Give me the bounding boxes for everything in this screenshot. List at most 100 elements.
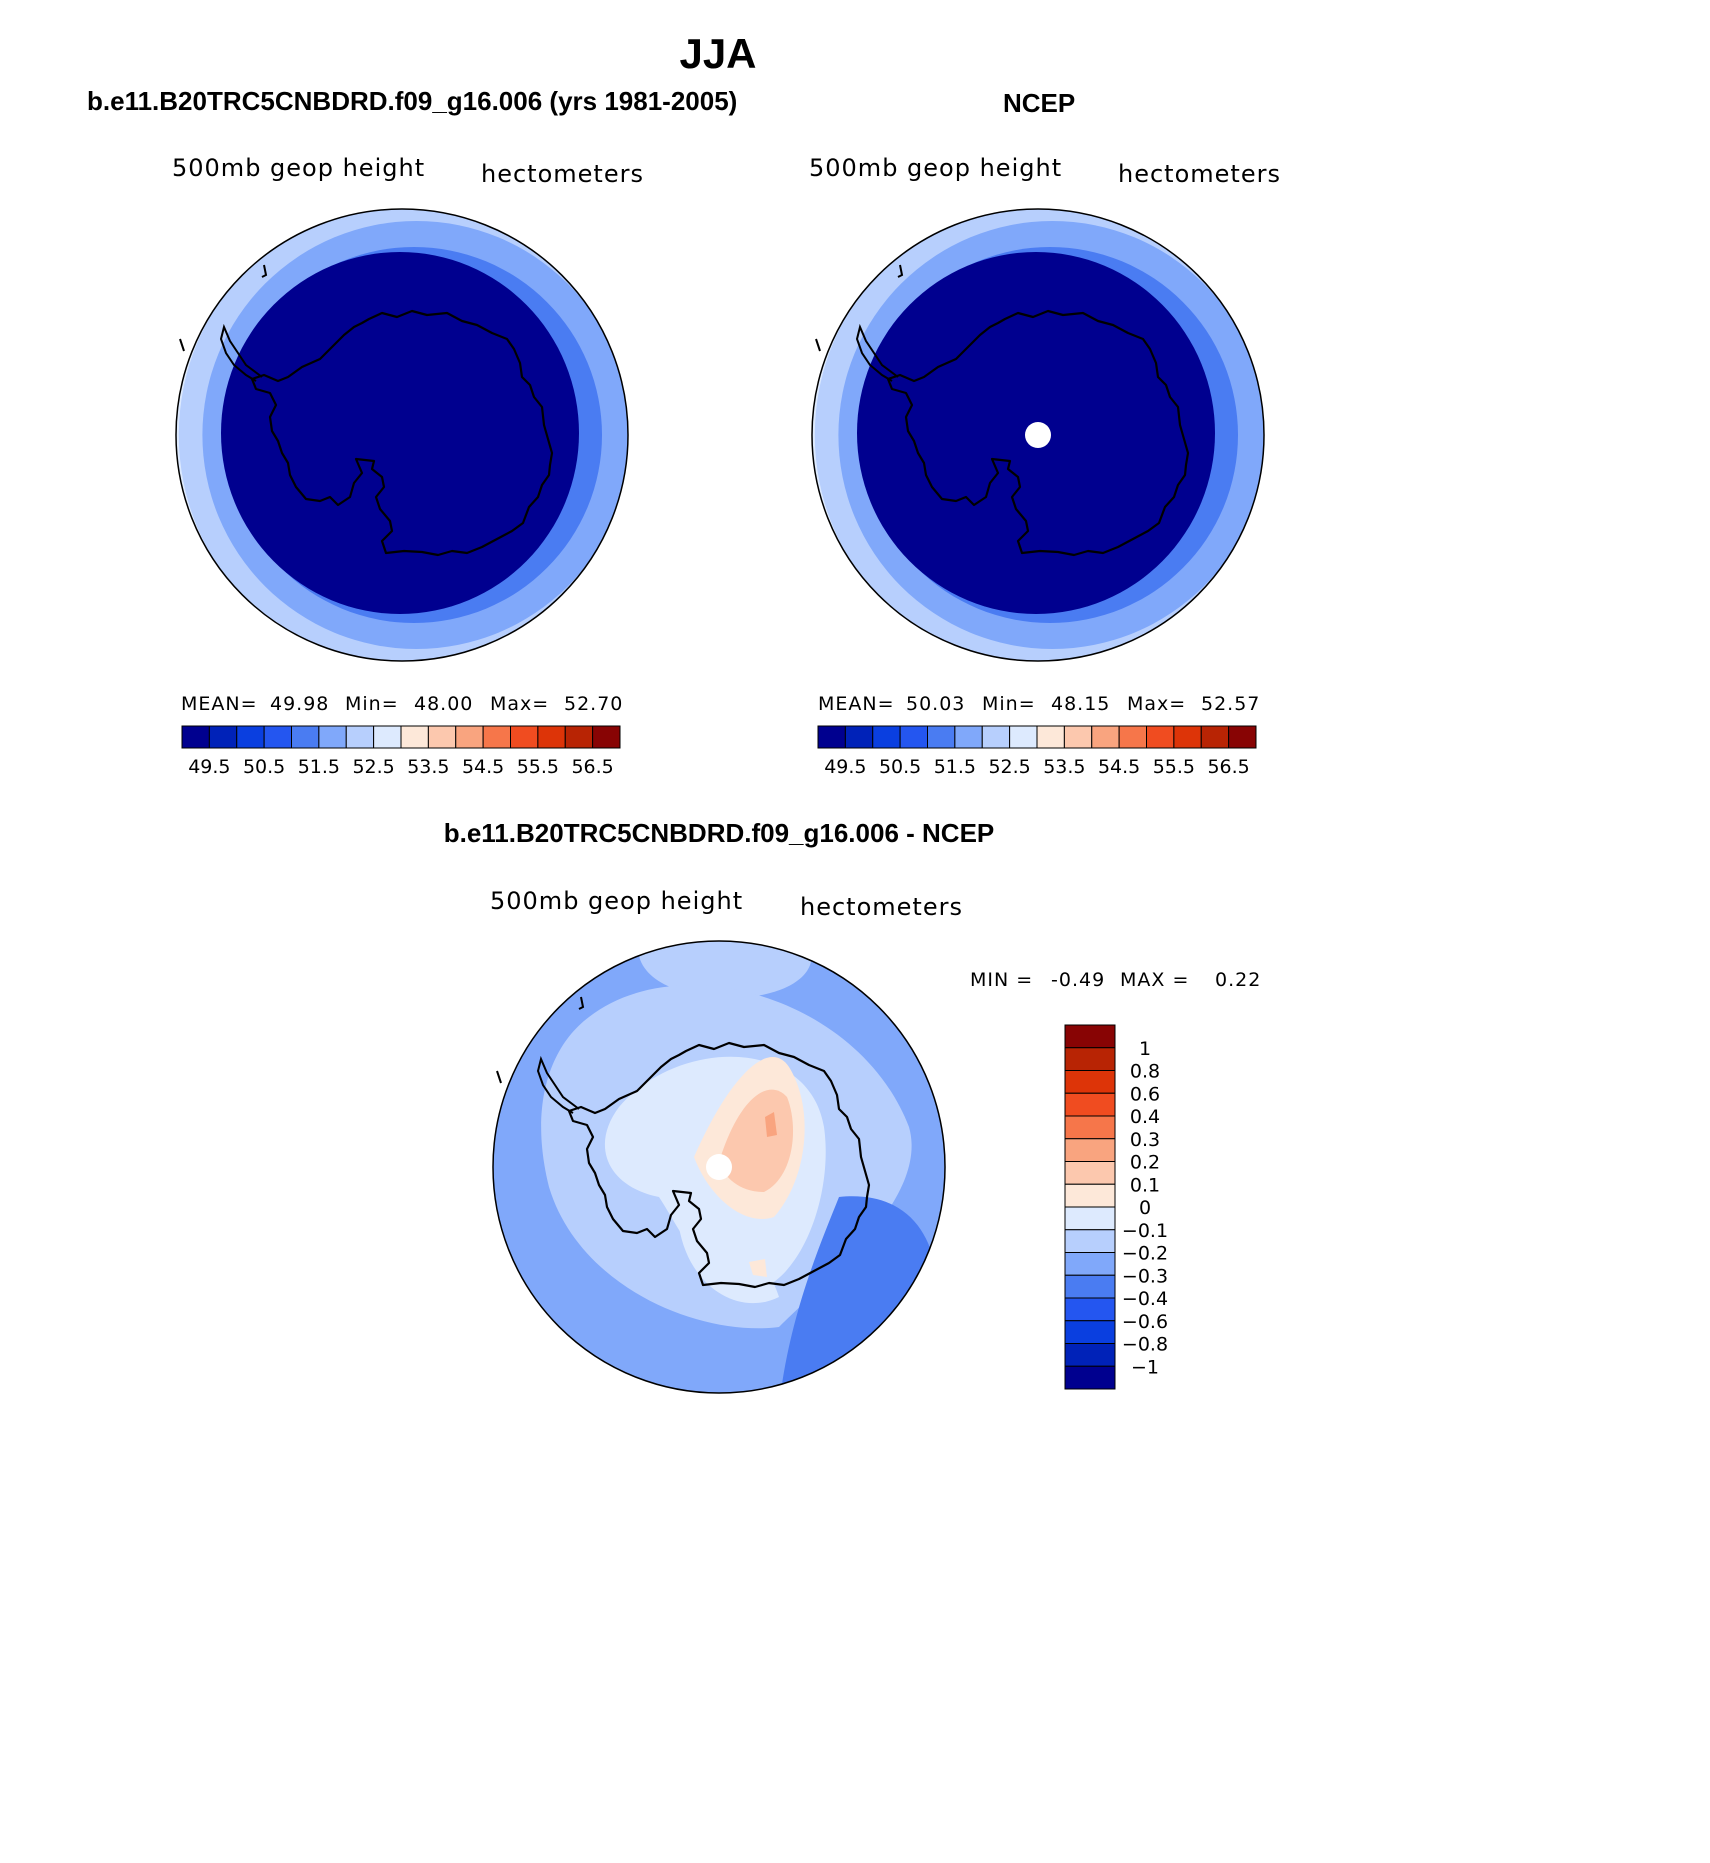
south-america-tip-3 [578,996,585,1010]
panel-1-labelbar-box-13 [537,725,566,749]
panel-1-labelbar-box-2 [236,725,265,749]
south-america-tip-1 [261,264,268,278]
peninsula-coastline-3 [536,1055,580,1114]
panel-1-labelbar-tick-5: 54.5 [462,756,504,778]
panel-2-labelbar-tick-2: 51.5 [934,756,976,778]
panel-1-map-border [175,208,629,662]
panel-1-labelbar-box-6 [345,725,375,749]
panel-3-labelbar-tick-5: 0.2 [1130,1152,1160,1174]
panel-1-labelbar-tick-6: 55.5 [517,756,559,778]
panel-2-pole-missing [1025,422,1051,448]
panel-3-labelbar-box-7 [1064,1183,1116,1208]
panel-2-labelbar-box-5 [954,725,983,749]
panel-1-variable-label: 500mb geop height [172,154,426,182]
panel-1-mean-label: MEAN= [181,693,258,715]
panel-2-map-border [811,208,1265,662]
panel-1-max-value: 52.70 [564,693,624,715]
antarctica-coastline-1 [250,309,554,557]
page-title: JJA [679,30,757,77]
panel-2-labelbar-box-11 [1118,725,1147,749]
panel-1-labelbar-box-10 [455,725,484,749]
panel-2-map [811,208,1265,662]
panel-3-labelbar-tick-1: 0.8 [1130,1061,1160,1083]
panel-2-labelbar-box-1 [844,725,874,749]
panel-1-labelbar-box-14 [564,725,594,749]
panel-2-mean-label: MEAN= [818,693,895,715]
panel-3-labelbar-box-11 [1064,1274,1116,1299]
panel-2-labelbar-tick-6: 55.5 [1153,756,1195,778]
panel-1-units-label: hectometers [481,160,644,188]
panel-2-labelbar-box-4 [927,725,956,749]
antarctica-coastline-3 [567,1041,871,1289]
peninsula-coastline-2 [855,323,899,382]
panel-3-map-border [492,940,946,1394]
panel-1-header: b.e11.B20TRC5CNBDRD.f09_g16.006 (yrs 198… [87,86,738,116]
diff-region-ross-sea [679,1224,779,1304]
panel-3-labelbar-tick-14: −1 [1131,1356,1159,1378]
panel-2-labelbar-tick-3: 52.5 [988,756,1030,778]
panel-3-labelbar-tick-6: 0.1 [1130,1174,1160,1196]
panel-3-labelbar-box-15 [1064,1365,1116,1390]
panel-3-labelbar-tick-8: −0.1 [1122,1220,1168,1242]
panel-2-labelbar-box-13 [1173,725,1202,749]
panel-2-labelbar-box-15 [1228,725,1257,749]
panel-2-labelbar-tick-5: 54.5 [1098,756,1140,778]
panel-2-labelbar-box-7 [1009,725,1038,749]
panel-1-labelbar-box-3 [263,725,292,749]
panel-1-labelbar-tick-3: 52.5 [352,756,394,778]
panel-3-labelbar-box-0 [1064,1024,1116,1049]
panel-1-labelbar-tick-0: 49.5 [188,756,230,778]
panel-1-labelbar-tick-1: 50.5 [243,756,285,778]
panel-1-labelbar-box-9 [427,725,457,749]
panel-3-max-label: MAX = [1120,969,1190,991]
panel-3-labelbar-tick-4: 0.3 [1130,1129,1160,1151]
panel-2-labelbar: 49.5 50.5 51.5 52.5 53.5 54.5 55.5 56.5 [817,725,1257,778]
panel-3-labelbar-box-1 [1064,1047,1116,1071]
panel-1-labelbar-box-5 [318,725,347,749]
panel-3-labelbar-box-13 [1064,1320,1116,1344]
panel-3-pole-missing [706,1154,732,1180]
antarctica-coastline-2 [886,309,1190,557]
diff-region-ross-ice-shelf [749,1259,767,1277]
panel-3-min-label: MIN = [970,969,1034,991]
panel-3-labelbar-tick-2: 0.6 [1130,1083,1160,1105]
panel-3-labelbar-tick-10: −0.3 [1122,1265,1168,1287]
panel-1-labelbar-tick-2: 51.5 [298,756,340,778]
panel-3-labelbar-box-5 [1064,1138,1116,1162]
panel-3-labelbar-box-4 [1064,1115,1116,1140]
panel-3-labelbar-tick-3: 0.4 [1130,1106,1160,1128]
diff-region-east-antarctica-peak [765,1112,777,1137]
panel-2-min-value: 48.15 [1051,693,1111,715]
panel-1-max-label: Max= [490,693,550,715]
panel-2-mean-value: 50.03 [906,693,966,715]
diff-region-east-antarctica-max [719,1089,794,1192]
panel-2-labelbar-box-14 [1200,725,1230,749]
panel-2-labelbar-box-0 [817,725,846,749]
panel-2-units-label: hectometers [1118,160,1281,188]
panel-1-labelbar-box-1 [208,725,238,749]
panel-1-labelbar-box-7 [373,725,402,749]
south-america-tip-2 [897,264,904,278]
panel-3-labelbar-box-10 [1064,1252,1116,1276]
panel-1-mean-value: 49.98 [270,693,330,715]
peninsula-coastline-1 [219,323,263,382]
panel-1-contour-7 [221,252,579,614]
panel-2-variable-label: 500mb geop height [809,154,1063,182]
panel-3-units-label: hectometers [800,893,963,921]
panel-2-labelbar-box-2 [872,725,901,749]
panel-3-labelbar-box-3 [1064,1092,1116,1117]
panel-3-labelbar-tick-12: −0.6 [1122,1311,1168,1333]
panel-1-labelbar-tick-4: 53.5 [407,756,449,778]
panel-3-max-value: 0.22 [1215,969,1262,991]
panel-1-labelbar-box-4 [291,725,320,749]
panel-2-labelbar-box-8 [1036,725,1065,749]
panel-2-header: NCEP [1003,88,1076,118]
panel-3-min-value: -0.49 [1051,969,1106,991]
panel-3-labelbar-tick-11: −0.4 [1122,1288,1168,1310]
panel-2-labelbar-tick-4: 53.5 [1043,756,1085,778]
panel-2-min-label: Min= [982,693,1036,715]
panel-3-labelbar-box-9 [1064,1229,1116,1253]
panel-2-labelbar-box-6 [981,725,1011,749]
panel-2-labelbar-tick-1: 50.5 [879,756,921,778]
